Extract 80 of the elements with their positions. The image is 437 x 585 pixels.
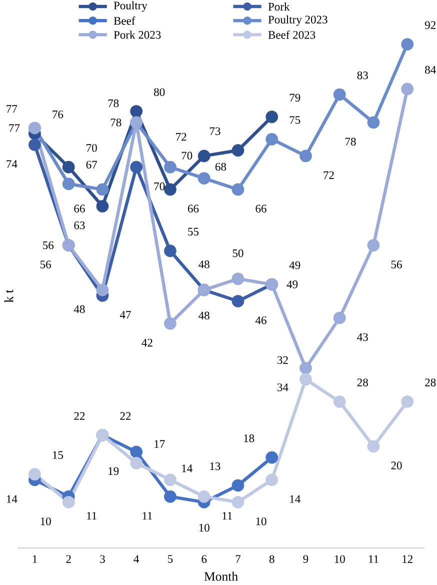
legend-label: Poultry bbox=[114, 1, 148, 12]
data-label: 14 bbox=[6, 495, 18, 503]
data-label: 78 bbox=[345, 138, 356, 146]
data-label: 10 bbox=[40, 517, 51, 526]
data-label: 18 bbox=[244, 434, 254, 442]
legend-label: Pork 2023 bbox=[114, 30, 161, 39]
data-label: 77 bbox=[6, 105, 17, 113]
data-label: 72 bbox=[176, 132, 186, 141]
data-label: 19 bbox=[108, 467, 118, 475]
x-tick-label: 5 bbox=[168, 555, 172, 563]
x-tick-label: 2 bbox=[66, 555, 71, 563]
legend-label: Beef 2023 bbox=[268, 30, 315, 39]
data-label: 46 bbox=[255, 316, 266, 324]
x-tick-label: 7 bbox=[236, 555, 240, 563]
data-label: 11 bbox=[142, 512, 152, 520]
data-label: 28 bbox=[424, 378, 436, 386]
data-label: 10 bbox=[256, 517, 266, 526]
data-label: 84 bbox=[424, 66, 436, 74]
x-tick-label: 12 bbox=[402, 555, 412, 563]
data-label: 66 bbox=[74, 204, 85, 213]
data-label: 11 bbox=[86, 512, 96, 520]
x-tick-label: 6 bbox=[202, 555, 206, 563]
data-label: 49 bbox=[289, 261, 300, 270]
data-label: 48 bbox=[74, 305, 85, 314]
data-label: 56 bbox=[40, 260, 51, 268]
x-tick-label: 10 bbox=[334, 555, 345, 563]
data-label: 15 bbox=[52, 451, 63, 459]
data-label: 13 bbox=[210, 462, 220, 470]
legend-label: Pork bbox=[268, 2, 290, 11]
data-label: 75 bbox=[290, 116, 300, 124]
data-label: 66 bbox=[188, 204, 198, 213]
data-label: 34 bbox=[277, 383, 288, 392]
data-label: 10 bbox=[199, 524, 210, 532]
y-axis-title: k t bbox=[4, 290, 14, 302]
data-label: 92 bbox=[424, 21, 436, 29]
x-axis-title: Month bbox=[204, 572, 238, 581]
data-label: 22 bbox=[74, 412, 84, 420]
data-label: 70 bbox=[154, 182, 164, 190]
data-label: 68 bbox=[215, 162, 226, 171]
data-label: 17 bbox=[154, 440, 165, 448]
data-label: 56 bbox=[42, 241, 54, 250]
data-label: 76 bbox=[52, 110, 63, 118]
x-tick-label: 1 bbox=[32, 555, 37, 563]
data-label: 48 bbox=[198, 312, 210, 320]
data-label: 28 bbox=[357, 378, 368, 386]
data-label: 49 bbox=[286, 280, 298, 288]
data-label: 14 bbox=[182, 464, 192, 472]
data-label: 78 bbox=[110, 118, 122, 126]
data-label: 20 bbox=[391, 462, 402, 470]
data-label: 73 bbox=[210, 127, 220, 136]
legend-label: Beef bbox=[114, 16, 136, 25]
data-label: 43 bbox=[356, 333, 368, 341]
data-label: 14 bbox=[290, 495, 300, 503]
data-label: 50 bbox=[232, 249, 244, 258]
data-label: 48 bbox=[198, 260, 210, 268]
data-label: 63 bbox=[74, 222, 85, 230]
data-label: 70 bbox=[86, 144, 97, 152]
data-label: 56 bbox=[391, 260, 402, 268]
data-label: 78 bbox=[108, 99, 118, 108]
data-label: 55 bbox=[188, 228, 198, 236]
x-tick-label: 11 bbox=[368, 555, 378, 563]
legend-label: Poultry 2023 bbox=[268, 15, 328, 26]
x-tick-label: 4 bbox=[134, 555, 139, 563]
x-tick-label: 9 bbox=[303, 555, 308, 563]
data-label: 77 bbox=[9, 124, 20, 132]
data-label: 72 bbox=[324, 171, 334, 179]
data-label: 22 bbox=[120, 412, 130, 420]
data-label: 32 bbox=[277, 356, 288, 364]
data-label: 42 bbox=[141, 338, 152, 346]
data-label: 80 bbox=[154, 88, 164, 96]
data-label: 66 bbox=[256, 204, 266, 213]
x-tick-label: 8 bbox=[269, 555, 274, 563]
data-label: 83 bbox=[357, 71, 368, 80]
data-label: 74 bbox=[6, 160, 18, 168]
x-tick-label: 3 bbox=[100, 555, 105, 563]
data-label: 11 bbox=[222, 512, 232, 520]
data-label: 67 bbox=[86, 160, 97, 169]
data-label: 70 bbox=[182, 152, 192, 160]
data-label: 47 bbox=[120, 310, 131, 319]
data-label: 79 bbox=[290, 94, 300, 102]
